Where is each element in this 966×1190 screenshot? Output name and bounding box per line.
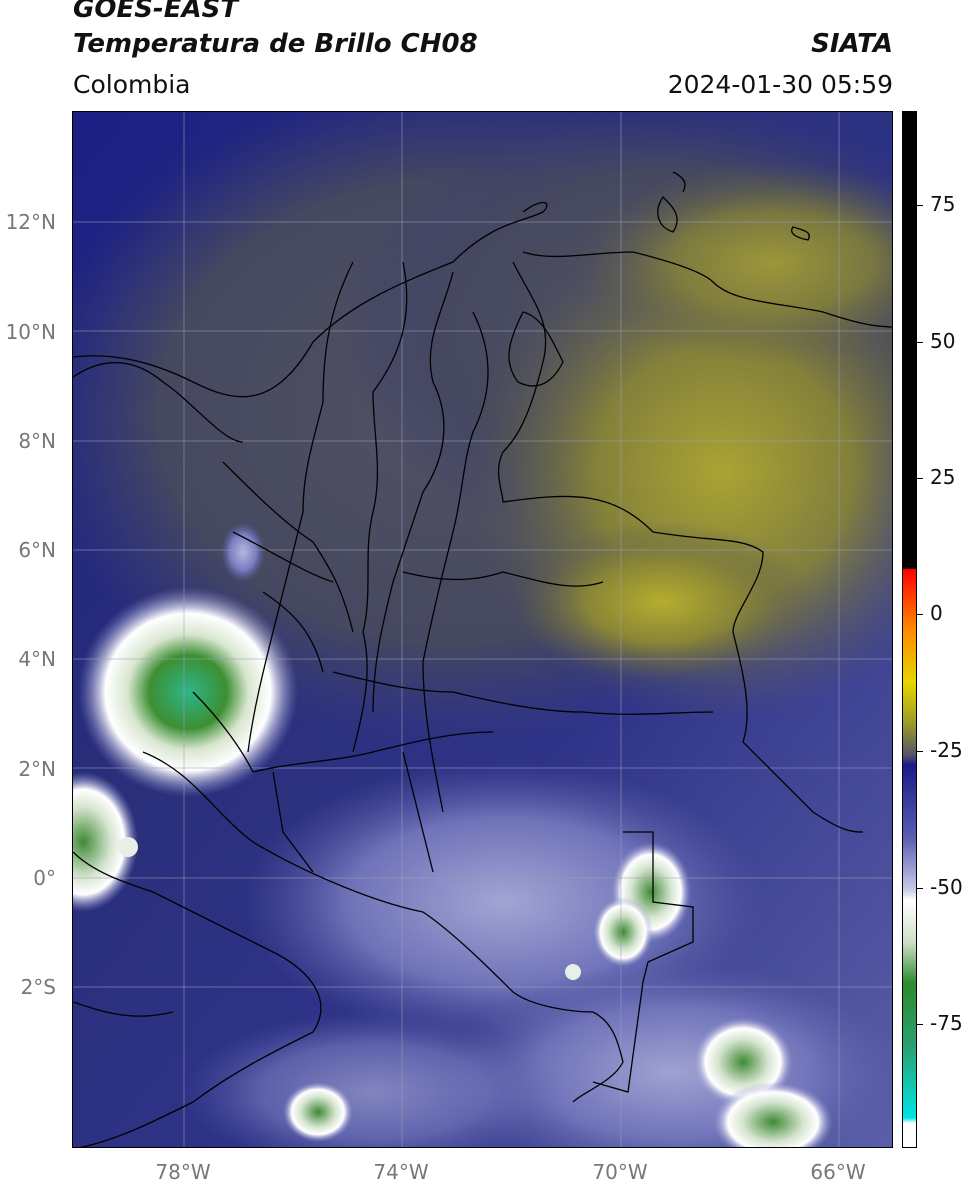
lat-label-2s: 2°S [20,975,56,999]
colorbar [902,111,917,1148]
lat-label-12n: 12°N [5,210,56,234]
cb-tick-mark-50 [917,342,923,343]
convective-cell-south [283,1082,353,1142]
lon-label-66w: 66°W [810,1160,866,1184]
cirrus-area-sw [183,1012,563,1147]
convective-cell-west [73,772,138,912]
convective-cell-amazon-2 [593,897,653,967]
cb-tick-0: 0 [930,601,943,625]
cb-tick-75: 75 [930,192,956,216]
cb-tick-mark-25 [917,478,923,479]
lat-label-4n: 4°N [18,647,56,671]
lat-label-8n: 8°N [18,429,56,453]
convective-cell-se-2 [713,1082,833,1147]
cloud-fleck [221,522,265,582]
product-title: Temperatura de Brillo CH08 [73,29,478,59]
map-canvas [73,112,892,1147]
satellite-title: GOES-EAST [73,0,239,24]
colorbar-gradient [903,112,916,1147]
warm-spot [513,522,813,682]
cb-tick-mark-75 [917,205,923,206]
lat-label-0: 0° [33,866,56,890]
cb-tick-25: 25 [930,465,956,489]
cb-tick-neg50: -50 [930,875,963,899]
region-label: Colombia [73,70,191,99]
lat-label-2n: 2°N [18,757,56,781]
cb-tick-mark-0 [917,614,923,615]
graticule [73,112,892,1147]
datetime-label: 2024-01-30 05:59 [667,70,893,99]
cloud-fleck-3 [565,964,581,980]
cb-tick-50: 50 [930,329,956,353]
lat-label-6n: 6°N [18,538,56,562]
satellite-map [72,111,893,1148]
cb-tick-mark-neg75 [917,1024,923,1025]
cb-tick-mark-neg50 [917,888,923,889]
cloud-fleck-2 [118,837,138,857]
warm-region-north [573,162,892,362]
borders [73,171,892,1147]
lon-label-78w: 78°W [155,1160,211,1184]
cb-tick-neg75: -75 [930,1011,963,1035]
cb-tick-neg25: -25 [930,738,963,762]
org-label: SIATA [811,29,893,59]
cb-tick-mark-neg25 [917,751,923,752]
lon-label-74w: 74°W [373,1160,429,1184]
lat-label-10n: 10°N [5,320,56,344]
convective-cell-pacific [78,587,298,797]
lon-label-70w: 70°W [592,1160,648,1184]
